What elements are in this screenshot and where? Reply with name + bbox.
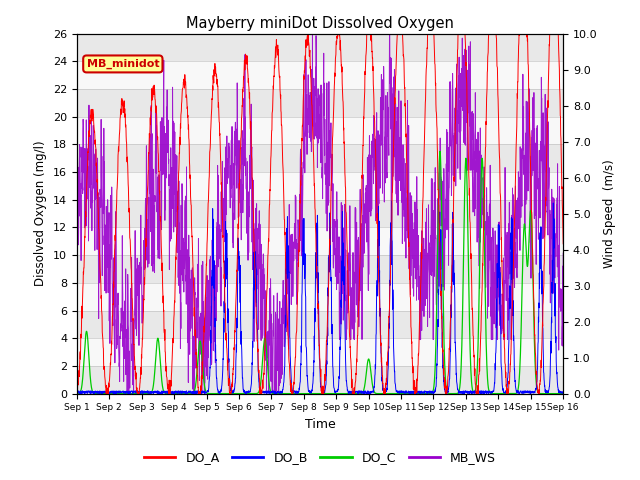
Bar [77, 172, 563, 200]
Bar [77, 228, 563, 255]
Bar [77, 338, 563, 366]
Bar [77, 34, 563, 61]
Bar [77, 366, 563, 394]
Bar [77, 61, 563, 89]
Bar [77, 117, 563, 144]
Bar [77, 89, 563, 117]
Bar [77, 255, 563, 283]
Y-axis label: Dissolved Oxygen (mg/l): Dissolved Oxygen (mg/l) [35, 141, 47, 287]
Y-axis label: Wind Speed  (m/s): Wind Speed (m/s) [603, 159, 616, 268]
Bar [77, 144, 563, 172]
Bar [77, 283, 563, 311]
X-axis label: Time: Time [305, 418, 335, 431]
Title: Mayberry miniDot Dissolved Oxygen: Mayberry miniDot Dissolved Oxygen [186, 16, 454, 31]
Bar [77, 311, 563, 338]
Bar [77, 200, 563, 228]
Text: MB_minidot: MB_minidot [86, 59, 159, 69]
Legend: DO_A, DO_B, DO_C, MB_WS: DO_A, DO_B, DO_C, MB_WS [139, 446, 501, 469]
